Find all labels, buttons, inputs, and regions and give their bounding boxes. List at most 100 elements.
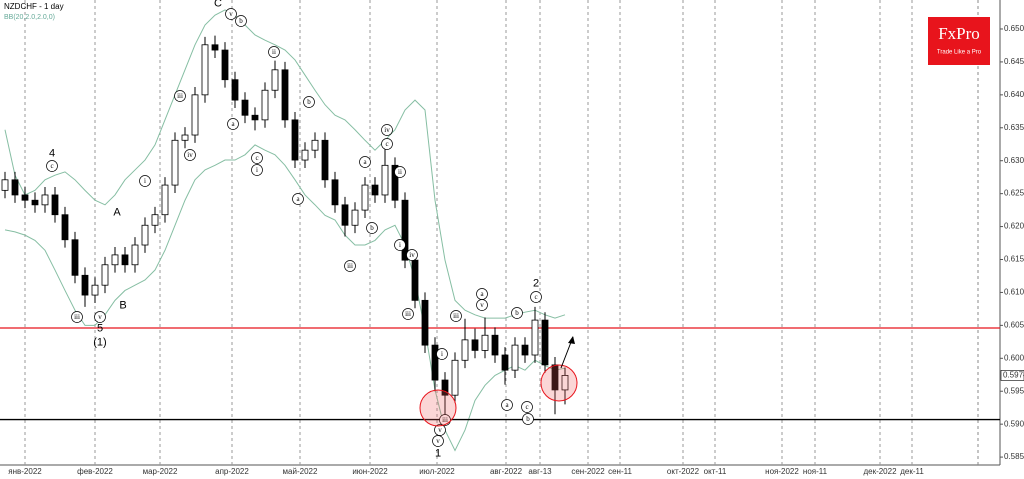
x-tick-label: сен-11 xyxy=(608,467,632,476)
wave-circle xyxy=(476,299,488,311)
candle-body xyxy=(351,209,359,226)
candle-body xyxy=(301,149,309,161)
wave-label: v xyxy=(480,301,484,309)
x-tick-label: янв-2022 xyxy=(8,467,42,476)
candle-body xyxy=(271,69,279,91)
x-tick-label: апр-2022 xyxy=(215,467,249,476)
wave-circle xyxy=(450,310,462,322)
x-tick-label: мар-2022 xyxy=(143,467,178,476)
candle-body xyxy=(561,375,569,391)
wave-label: v xyxy=(98,313,102,321)
x-tick-label: дек-11 xyxy=(900,467,924,476)
candle-body xyxy=(501,354,509,371)
x-tick-label: дек-2022 xyxy=(863,467,897,476)
candle-body xyxy=(281,69,289,121)
wave-label: a xyxy=(296,195,300,203)
wave-circle xyxy=(251,152,263,164)
candle-body xyxy=(421,299,429,346)
candle-body xyxy=(91,284,99,296)
candle-body xyxy=(231,79,239,101)
highlight-circle xyxy=(540,364,578,402)
wave-circle xyxy=(174,90,186,102)
wave-label: a xyxy=(480,290,484,298)
wave-circle xyxy=(381,138,393,150)
wave-circle xyxy=(402,308,414,320)
wave-circle xyxy=(94,311,106,323)
wave-label: a xyxy=(363,158,367,166)
wave-label: c xyxy=(525,403,528,411)
wave-circle xyxy=(46,160,58,172)
candle-body xyxy=(181,134,189,141)
x-tick-label: фев-2022 xyxy=(77,467,113,476)
x-tick-label: ноя-11 xyxy=(803,467,828,476)
highlight-circle xyxy=(419,389,457,427)
candle-body xyxy=(111,254,119,266)
candle-body xyxy=(391,164,399,201)
candle-body xyxy=(441,379,449,396)
wave-circle xyxy=(303,96,315,108)
wave-label: i xyxy=(256,166,258,174)
wave-label: b xyxy=(239,17,243,25)
wave-label: b xyxy=(370,224,374,232)
wave-label: iii xyxy=(405,310,411,318)
candle-body xyxy=(401,199,409,261)
x-tick-label: июл-2022 xyxy=(419,467,455,476)
wave-circle xyxy=(344,260,356,272)
candle-body xyxy=(331,179,339,206)
wave-label: iv xyxy=(384,126,390,134)
candle-body xyxy=(461,339,469,361)
wave-label: v xyxy=(436,437,440,445)
candle-body xyxy=(471,339,479,351)
wave-label: 1 xyxy=(435,447,441,459)
candle-body xyxy=(381,164,389,196)
candle-body xyxy=(541,319,549,366)
wave-circle xyxy=(436,348,448,360)
candle-body xyxy=(291,119,299,161)
candle-body xyxy=(321,139,329,181)
wave-circle xyxy=(184,149,196,161)
wave-circle xyxy=(139,175,151,187)
wave-label: b xyxy=(515,309,519,317)
wave-circle xyxy=(511,307,523,319)
wave-label: a xyxy=(505,401,509,409)
wave-label: iii xyxy=(453,312,459,320)
indicator-label: BB(20,2.0,2.0,0) xyxy=(4,14,55,21)
candle-body xyxy=(61,214,69,241)
candle-body xyxy=(491,334,499,356)
candle-body xyxy=(41,194,49,206)
wave-circle xyxy=(394,239,406,251)
candle-body xyxy=(191,94,199,136)
wave-label: a xyxy=(231,120,235,128)
candle-body xyxy=(171,139,179,186)
wave-label: ii xyxy=(398,168,402,176)
wave-label: 5 xyxy=(97,322,103,334)
wave-label: c xyxy=(385,140,388,148)
wave-label: 2 xyxy=(533,277,539,289)
wave-label: A xyxy=(113,206,121,218)
x-tick-label: окт-2022 xyxy=(667,467,700,476)
wave-label: iii xyxy=(74,313,80,321)
candle-body xyxy=(221,49,229,81)
x-tick-label: сен-2022 xyxy=(571,467,605,476)
wave-label: c xyxy=(255,154,258,162)
candle-body xyxy=(211,44,219,51)
wave-label: v xyxy=(438,426,442,434)
wave-label: iii xyxy=(442,416,448,424)
candle-body xyxy=(141,224,149,246)
candle-body xyxy=(11,179,19,196)
candle-body xyxy=(511,344,519,371)
candle-body xyxy=(131,244,139,266)
wave-label: c xyxy=(534,293,537,301)
x-tick-label: ноя-2022 xyxy=(765,467,799,476)
x-tick-label: окт-11 xyxy=(704,467,727,476)
arrow-head xyxy=(568,336,575,344)
